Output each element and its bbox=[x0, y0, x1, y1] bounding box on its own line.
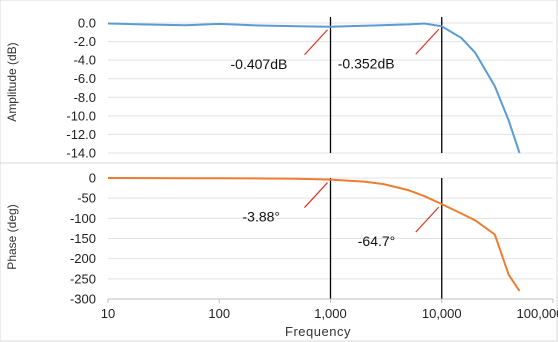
phase-marker-lines bbox=[329, 178, 443, 299]
phase-y-ticks: 0 -50 -100 -150 -200 -250 -300 bbox=[70, 171, 96, 307]
amplitude-ylabel: Amplitude (dB) bbox=[5, 42, 19, 121]
amplitude-y-ticks: 0.0 -2.0 -4.0 -6.0 -8.0 -10.0 -12.0 -14.0 bbox=[66, 16, 96, 161]
y-tick-label: -100 bbox=[70, 211, 96, 226]
y-tick-label: -200 bbox=[70, 251, 96, 266]
y-tick-label: -10.0 bbox=[66, 108, 96, 123]
annotation-label: -0.352dB bbox=[338, 55, 395, 71]
y-tick-label: -250 bbox=[70, 271, 96, 286]
y-tick-label: -12.0 bbox=[66, 127, 96, 142]
x-tick-label: 100,000 bbox=[517, 306, 558, 321]
y-tick-label: -150 bbox=[70, 231, 96, 246]
y-tick-label: -50 bbox=[77, 191, 96, 206]
y-tick-label: 0 bbox=[89, 171, 96, 186]
y-tick-label: -4.0 bbox=[74, 53, 96, 68]
annotation-label: -3.88° bbox=[243, 209, 281, 225]
amplitude-series-line bbox=[107, 22, 521, 154]
y-tick-label: 0.0 bbox=[78, 16, 96, 31]
x-tick-label: 100 bbox=[208, 306, 230, 321]
x-tick-label: 10,000 bbox=[422, 306, 462, 321]
y-tick-label: -6.0 bbox=[74, 71, 96, 86]
y-tick-label: -8.0 bbox=[74, 90, 96, 105]
x-axis-label: Frequency bbox=[285, 324, 351, 339]
amplitude-marker-lines bbox=[329, 17, 443, 153]
y-tick-label: -14.0 bbox=[66, 146, 96, 161]
x-tick-label: 10 bbox=[101, 306, 115, 321]
annotation-pointer bbox=[415, 206, 440, 233]
annotation-label: -64.7° bbox=[358, 233, 396, 249]
phase-series-line bbox=[107, 177, 521, 292]
x-tick-label: 1,000 bbox=[314, 306, 347, 321]
phase-panel: 0 -50 -100 -150 -200 -250 -300 Phase (deg) -3.… bbox=[5, 171, 558, 340]
annotation-pointer bbox=[304, 29, 328, 56]
phase-annotations: -3.88° -64.7° bbox=[243, 182, 440, 249]
annotation-pointer bbox=[415, 28, 440, 55]
y-tick-label: -2.0 bbox=[74, 34, 96, 49]
y-tick-label: -300 bbox=[70, 292, 96, 307]
amplitude-panel: 0.0 -2.0 -4.0 -6.0 -8.0 -10.0 -12.0 -14.0 Ampli… bbox=[5, 16, 553, 161]
annotation-pointer bbox=[304, 182, 328, 208]
x-ticks: 10 100 1,000 10,000 100,000 bbox=[101, 298, 558, 321]
annotation-label: -0.407dB bbox=[231, 56, 288, 72]
phase-ylabel: Phase (deg) bbox=[5, 204, 19, 269]
amplitude-annotations: -0.407dB -0.352dB bbox=[231, 28, 440, 72]
